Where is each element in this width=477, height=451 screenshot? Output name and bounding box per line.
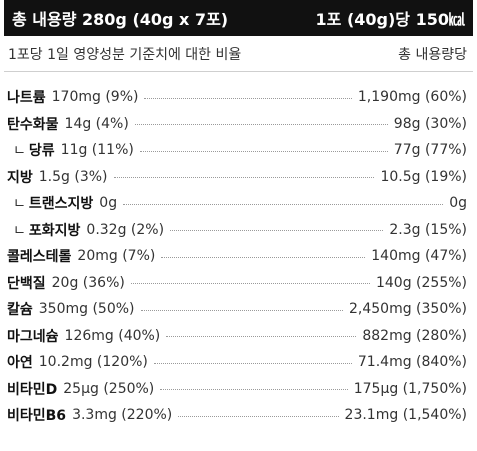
nutrient-name: 나트륨	[7, 90, 46, 107]
nutrient-total-amount: 77g (77%)	[393, 142, 467, 159]
nutrient-amount-per-serving: 25μg (250%)	[63, 380, 155, 397]
nutrient-total-amount: 140mg (47%)	[371, 248, 467, 265]
nutrient-amount-per-serving: 0g	[99, 195, 118, 212]
nutrient-name: 마그네슘	[7, 328, 59, 345]
dotted-leader	[153, 362, 352, 364]
nutrient-row: 나트륨 170mg (9%) 1,190mg (60%)	[4, 84, 473, 111]
nutrient-total-amount: 1,190mg (60%)	[357, 89, 467, 106]
nutrient-total-amount: 71.4mg (840%)	[357, 354, 467, 371]
dotted-leader	[166, 336, 357, 338]
nutrient-row: 비타민B6 3.3mg (220%) 23.1mg (1,540%)	[4, 402, 473, 429]
nutrient-name: 당류	[7, 140, 55, 160]
nutrient-row: 단백질 20g (36%) 140g (255%)	[4, 270, 473, 297]
nutrient-name: 칼슘	[7, 302, 33, 319]
nutrient-row: 지방 1.5g (3%) 10.5g (19%)	[4, 164, 473, 191]
dotted-leader	[160, 389, 348, 391]
dotted-leader	[140, 309, 343, 311]
nutrient-amount-per-serving: 14g (4%)	[64, 115, 129, 132]
dotted-leader	[139, 150, 388, 152]
nutrient-name: 콜레스테롤	[7, 249, 72, 266]
nutrition-subheader: 1포당 1일 영양성분 기준치에 대한 비율 총 내용량당	[4, 36, 473, 72]
nutrient-total-amount: 175μg (1,750%)	[353, 380, 467, 397]
nutrient-amount-per-serving: 126mg (40%)	[64, 327, 161, 344]
nutrient-amount-per-serving: 11g (11%)	[60, 142, 134, 159]
dotted-leader	[170, 230, 384, 232]
nutrient-amount-per-serving: 170mg (9%)	[51, 89, 139, 106]
dotted-leader	[178, 415, 339, 417]
nutrient-total-amount: 2.3g (15%)	[389, 221, 467, 238]
nutrient-total-amount: 23.1mg (1,540%)	[344, 407, 467, 424]
nutrient-total-amount: 10.5g (19%)	[380, 168, 467, 185]
nutrient-name: 아연	[7, 355, 33, 372]
dotted-leader	[130, 283, 370, 285]
nutrition-header: 총 내용량 280g (40g x 7포) 1포 (40g)당 150㎉	[4, 0, 473, 36]
total-content-label: 총 내용량 280g (40g x 7포)	[12, 10, 229, 29]
nutrient-amount-per-serving: 10.2mg (120%)	[38, 354, 148, 371]
nutrient-total-amount: 140g (255%)	[375, 274, 467, 291]
nutrient-name: 비타민D	[7, 381, 58, 398]
nutrient-total-amount: 2,450mg (350%)	[348, 301, 467, 318]
nutrient-amount-per-serving: 0.32g (2%)	[86, 221, 165, 238]
nutrient-name: 지방	[7, 169, 33, 186]
nutrient-amount-per-serving: 350mg (50%)	[38, 301, 135, 318]
nutrient-row: 당류 11g (11%) 77g (77%)	[4, 137, 473, 164]
nutrient-amount-per-serving: 1.5g (3%)	[38, 168, 108, 185]
nutrient-row: 아연 10.2mg (120%) 71.4mg (840%)	[4, 349, 473, 376]
nutrient-row: 비타민D 25μg (250%) 175μg (1,750%)	[4, 376, 473, 403]
nutrient-total-amount: 0g	[449, 195, 467, 212]
nutrient-row: 마그네슘 126mg (40%) 882mg (280%)	[4, 323, 473, 350]
nutrient-row: 트랜스지방 0g 0g	[4, 190, 473, 217]
nutrient-row: 포화지방 0.32g (2%) 2.3g (15%)	[4, 217, 473, 244]
nutrient-name: 단백질	[7, 275, 46, 292]
total-content-caption: 총 내용량당	[398, 46, 467, 63]
nutrient-row: 탄수화물 14g (4%) 98g (30%)	[4, 111, 473, 138]
nutrient-total-amount: 882mg (280%)	[362, 327, 467, 344]
per-serving-calories-label: 1포 (40g)당 150㎉	[315, 10, 465, 29]
nutrient-list: 나트륨 170mg (9%) 1,190mg (60%) 탄수화물 14g (4%) 98…	[4, 84, 473, 429]
dotted-leader	[113, 177, 375, 179]
dotted-leader	[134, 124, 388, 126]
nutrient-row: 칼슘 350mg (50%) 2,450mg (350%)	[4, 296, 473, 323]
nutrient-amount-per-serving: 20mg (7%)	[77, 248, 156, 265]
nutrient-amount-per-serving: 3.3mg (220%)	[72, 407, 173, 424]
daily-value-caption: 1포당 1일 영양성분 기준치에 대한 비율	[8, 46, 242, 63]
nutrient-name: 포화지방	[7, 220, 81, 240]
nutrient-name: 탄수화물	[7, 116, 59, 133]
dotted-leader	[123, 203, 444, 205]
dotted-leader	[144, 97, 352, 99]
nutrient-total-amount: 98g (30%)	[393, 115, 467, 132]
nutrient-row: 콜레스테롤 20mg (7%) 140mg (47%)	[4, 243, 473, 270]
nutrient-name: 트랜스지방	[7, 193, 93, 213]
nutrient-amount-per-serving: 20g (36%)	[51, 274, 125, 291]
dotted-leader	[161, 256, 366, 258]
nutrient-name: 비타민B6	[7, 408, 67, 425]
